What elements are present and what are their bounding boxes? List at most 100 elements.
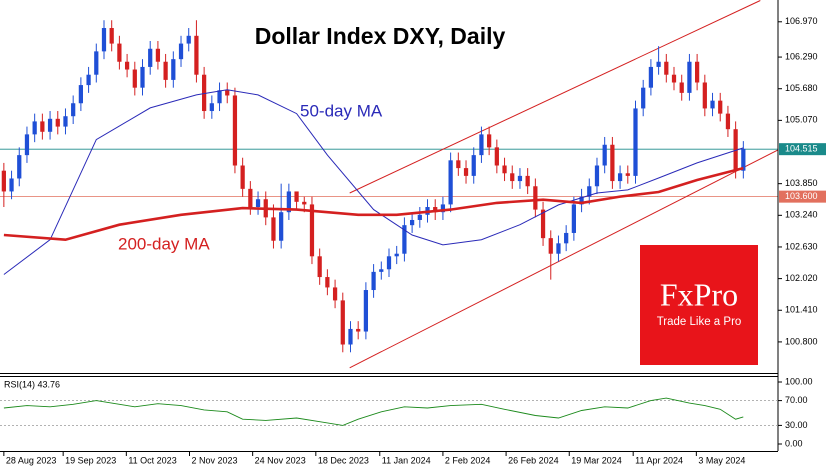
candle-body xyxy=(217,90,222,104)
x-tick-label: 11 Oct 2023 xyxy=(128,455,176,465)
candle-body xyxy=(456,160,461,169)
candle-body xyxy=(671,74,677,83)
candle-body xyxy=(124,61,130,70)
x-tick-label: 28 Aug 2023 xyxy=(6,455,57,465)
candle-body xyxy=(502,165,507,174)
candle-body xyxy=(32,121,37,135)
logo-tagline: Trade Like a Pro xyxy=(657,316,742,328)
candle-body xyxy=(494,147,499,166)
y-tick-label: 102.020 xyxy=(785,273,818,283)
candle-body xyxy=(178,43,184,60)
candle-body xyxy=(625,173,630,176)
candle-body xyxy=(525,175,530,187)
candle-body xyxy=(687,61,692,93)
candle-body xyxy=(695,61,700,83)
candle-body xyxy=(463,168,469,176)
candle-body xyxy=(517,175,523,182)
candle-body xyxy=(117,43,122,62)
y-tick-label: 103.850 xyxy=(785,178,818,188)
candle-body xyxy=(487,134,492,148)
candle-body xyxy=(610,144,615,182)
y-tick-label: 106.970 xyxy=(785,16,818,26)
candle-body xyxy=(232,95,238,166)
candle-body xyxy=(194,35,199,75)
moving-average xyxy=(3,166,744,242)
x-tick-label: 19 Mar 2024 xyxy=(571,455,622,465)
candle-body xyxy=(163,61,168,80)
candle-body xyxy=(641,87,646,109)
x-tick-label: 11 Jan 2024 xyxy=(382,455,431,465)
candle-body xyxy=(186,35,191,44)
candle-body xyxy=(433,207,438,213)
y-tick-label: 30.00 xyxy=(785,420,808,430)
y-tick-label: 101.410 xyxy=(785,305,818,315)
candle-body xyxy=(702,82,707,109)
y-tick-label: 103.240 xyxy=(785,210,818,220)
candle-body xyxy=(109,28,114,44)
candle-body xyxy=(9,178,14,192)
candle-body xyxy=(386,256,392,270)
candle-body xyxy=(101,28,107,52)
candle-body xyxy=(633,108,638,176)
x-tick-label: 18 Dec 2023 xyxy=(318,455,369,465)
x-tick-label: 19 Sep 2023 xyxy=(65,455,116,465)
candle-body xyxy=(225,90,230,96)
logo-box xyxy=(640,245,758,365)
candle-body xyxy=(402,225,407,254)
candle-body xyxy=(17,155,22,179)
candle-body xyxy=(332,287,338,301)
rsi-line xyxy=(3,397,744,426)
x-tick-label: 2 Feb 2024 xyxy=(445,455,491,465)
candle-body xyxy=(656,61,661,67)
candle-body xyxy=(94,51,99,75)
series-label: 50-day MA xyxy=(300,101,383,120)
main-plot xyxy=(0,0,778,369)
candle-body xyxy=(471,155,476,176)
candle-body xyxy=(155,48,161,62)
y-tick-label: 106.290 xyxy=(785,51,818,61)
candle-body xyxy=(71,103,76,117)
candle-body xyxy=(417,214,422,220)
candle-body xyxy=(448,160,453,205)
candle-body xyxy=(394,253,399,257)
logo-brand: FxPro xyxy=(660,276,738,312)
x-tick-label: 11 Apr 2024 xyxy=(635,455,683,465)
candle-body xyxy=(309,204,315,257)
candle-body xyxy=(602,144,607,166)
price-label: 104.515 xyxy=(785,144,818,154)
candle-body xyxy=(340,300,345,345)
candle-body xyxy=(440,204,446,213)
candle-body xyxy=(710,100,715,109)
candle-body xyxy=(533,186,538,210)
candle-body xyxy=(78,85,83,104)
candle-body xyxy=(356,328,361,332)
candle-body xyxy=(240,165,245,189)
candle-body xyxy=(579,196,584,205)
chart-title: Dollar Index DXY, Daily xyxy=(255,23,506,49)
channel-line xyxy=(349,0,761,194)
candle-body xyxy=(24,134,30,156)
series-label: 200-day MA xyxy=(118,234,210,253)
candle-body xyxy=(479,134,484,156)
candle-body xyxy=(202,74,207,112)
price-label: 103.600 xyxy=(785,191,818,201)
channel-line xyxy=(349,149,778,369)
candle-body xyxy=(40,121,45,132)
candle-body xyxy=(648,66,654,88)
candle-body xyxy=(363,290,369,332)
candle-body xyxy=(86,74,91,86)
candle-body xyxy=(718,100,723,114)
candle-body xyxy=(348,328,353,345)
y-tick-label: 0.00 xyxy=(785,438,803,448)
candle-body xyxy=(271,217,276,241)
candle-body xyxy=(371,271,376,291)
candle-body xyxy=(617,173,623,182)
candle-body xyxy=(325,277,330,288)
candle-body xyxy=(594,165,600,187)
candle-body xyxy=(302,201,307,205)
rsi-title: RSI(14) 43.76 xyxy=(4,379,60,389)
candle-body xyxy=(209,103,214,112)
candle-body xyxy=(279,212,284,241)
y-tick-label: 102.630 xyxy=(785,241,818,251)
